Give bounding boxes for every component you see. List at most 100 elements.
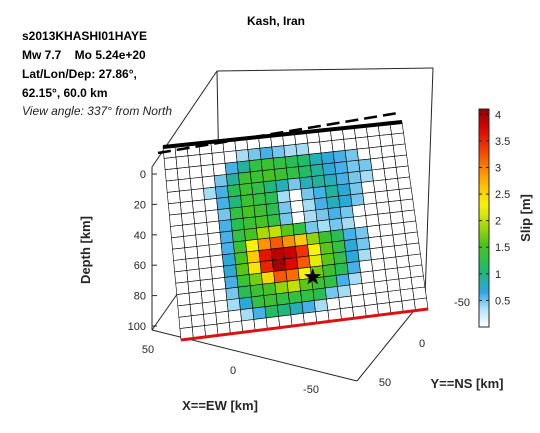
depth-axis-label: Depth [km] [78,216,93,284]
slip-cell [403,220,418,234]
slip-cell [401,209,417,223]
slip-cell [406,242,421,256]
ew-tick-label: -50 [303,384,319,396]
slip-cell [337,284,352,298]
box-edge-back-top [216,67,434,72]
slip-cell [347,170,362,185]
slip-cell [344,148,359,162]
colorbar-tick-label: 4 [495,109,501,121]
slip-cell [274,280,289,295]
slip-cell [308,152,323,166]
slip-cell [257,237,272,251]
slip-cell [397,176,412,190]
slip-cell [361,281,377,295]
slip-cell [231,229,246,243]
slip-cell [343,137,358,151]
slip-cell [274,167,289,181]
slip-cell [266,213,282,228]
slip-cell [241,205,256,219]
ew-ticks: 50 0 -50 [142,344,319,396]
slip-cell [234,251,249,266]
slip-cell [291,211,306,225]
slip-cell [227,309,242,323]
slip-cell [284,257,299,271]
slip-cell [350,193,365,207]
slip-cell [176,166,191,181]
slip-cell [316,219,331,233]
slip-cell [176,292,191,307]
slip-cell [165,179,180,193]
slip-cell [238,296,254,311]
slip-cell [243,227,259,242]
slip-cell [289,199,305,214]
slip-cell [245,238,260,253]
slip-cell [254,215,269,229]
slip-cell [371,258,386,272]
slip-cell [207,231,222,246]
slip-cell [351,204,367,218]
slip-cell [284,155,299,169]
slip-cell [394,244,409,258]
slip-cell [273,269,288,284]
depth-ticks: 0 20 40 60 80 100 [128,169,157,333]
slip-cell [357,248,372,262]
slip-cell [410,275,426,289]
slip-cell [223,150,238,164]
slip-cell [399,288,415,302]
view-angle-note: View angle: 337° from North [22,104,172,118]
slip-cell [204,198,219,212]
slip-cell [203,186,217,201]
slip-cell [404,231,420,245]
slip-cell [275,292,290,306]
slip-cell [391,132,406,146]
slip-cell [310,163,325,177]
depth-tick-label: 0 [140,169,146,181]
slip-cell [206,220,221,235]
slip-cell [177,304,192,318]
slip-cell [378,223,394,237]
slip-cell [363,292,378,307]
event-location-line2: 62.15°, 60.0 km [22,86,108,100]
slip-cell [347,272,363,286]
slip-cell [327,206,342,221]
slip-cell [295,244,310,258]
slip-cell [276,303,292,317]
slip-cell [385,177,400,192]
slip-cell [215,185,229,199]
slip-cell [187,279,202,294]
slip-cell [349,283,364,297]
slip-cell [338,194,353,208]
slip-cell [265,202,280,216]
ew-tick-label: 50 [142,344,154,356]
slip-cell [326,297,341,311]
slip-cell [253,203,268,218]
slip-cell [199,152,214,167]
slip-cell [335,172,350,186]
slip-cell [271,145,286,159]
slip-cell [235,262,250,277]
slip-cell [359,169,374,183]
slip-cell [219,230,234,244]
slip-cell [216,196,231,211]
slip-cell [315,208,330,222]
slip-cell [303,209,318,223]
box-edge-back-right [424,67,434,298]
slip-cell [330,229,345,243]
slip-cell [163,156,178,171]
slip-cell [236,160,251,174]
slip-cell [184,246,199,260]
slip-cell [213,174,228,188]
slip-cell [394,154,409,168]
slip-cell [171,236,186,250]
slip-cell [296,255,311,269]
slip-cell [229,206,244,220]
slip-cell [398,277,413,291]
slip-cell [213,288,228,302]
slip-cell [368,235,383,250]
slip-cell [164,168,179,182]
slip-cell [270,247,285,261]
slip-cell [320,252,336,267]
event-location-line1: Lat/Lon/Dep: 27.86°, [22,67,137,81]
slip-cell [252,306,267,320]
slip-cell [264,304,279,319]
